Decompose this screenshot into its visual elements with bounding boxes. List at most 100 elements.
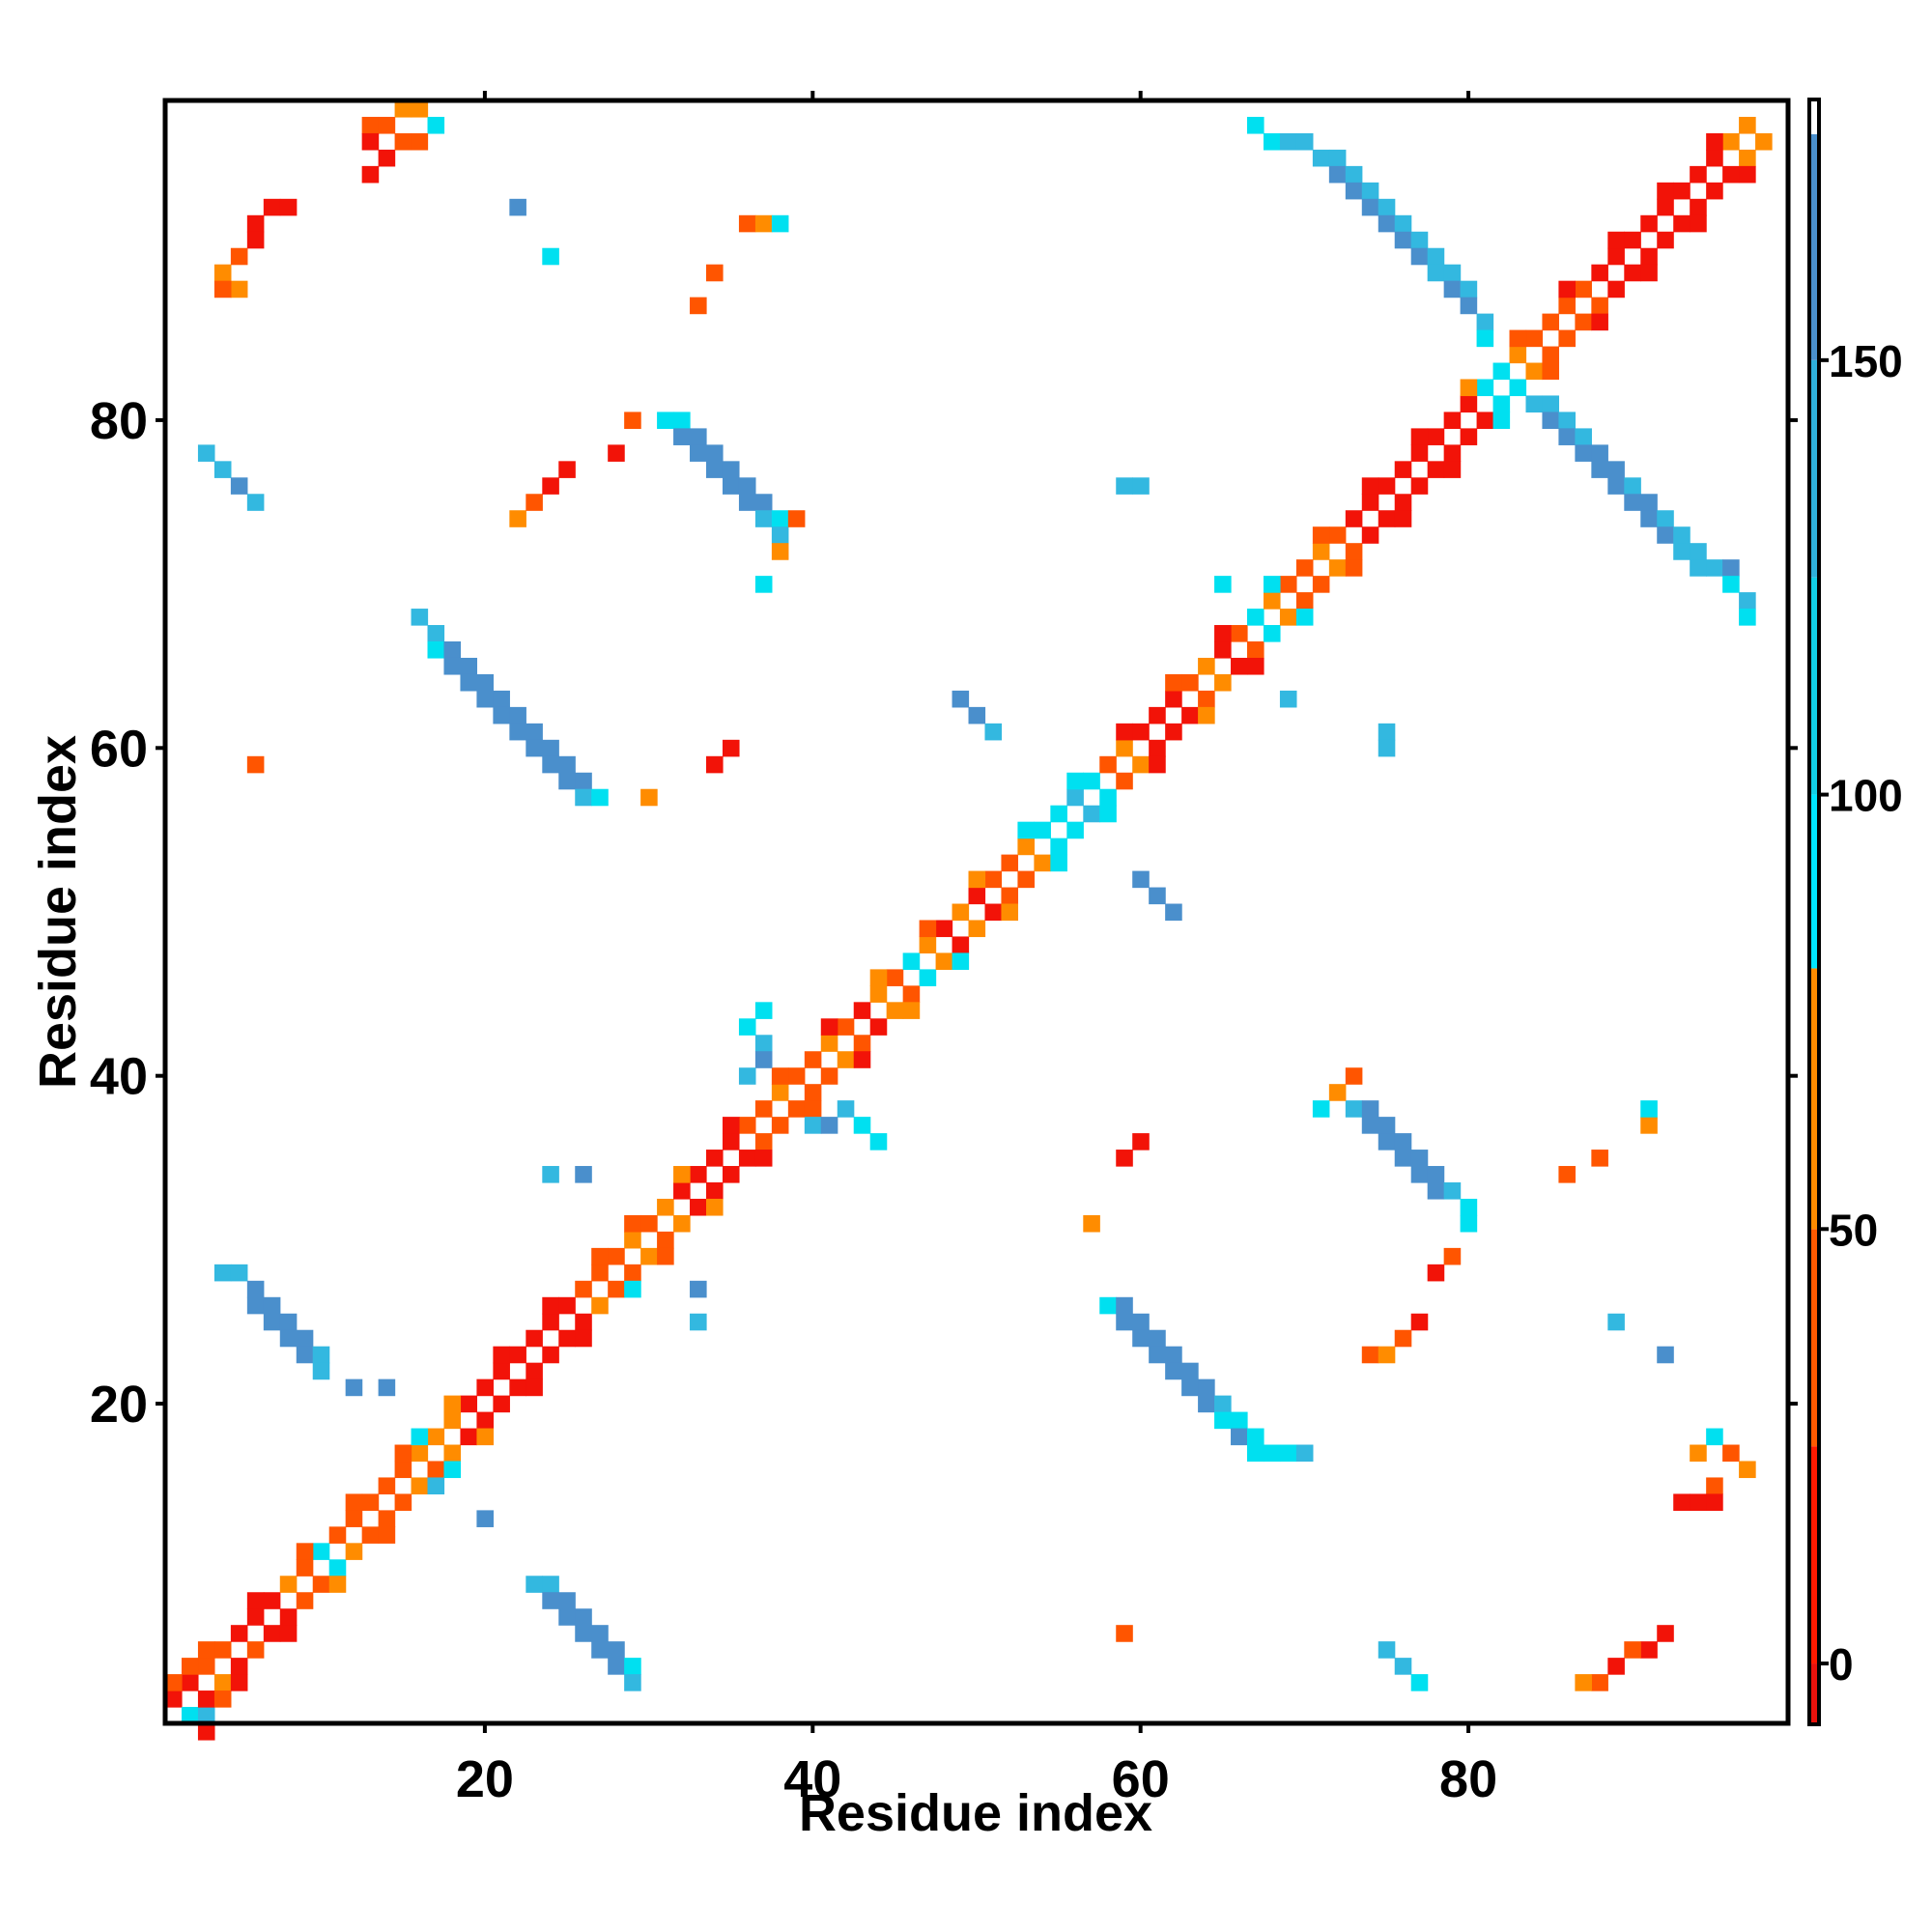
- heatmap-cell: [197, 1707, 215, 1724]
- heatmap-cell: [1149, 887, 1166, 905]
- heatmap-cell: [608, 1641, 625, 1659]
- heatmap-cell: [1394, 1133, 1412, 1151]
- heatmap-cell: [673, 1166, 691, 1183]
- heatmap-cell: [542, 739, 559, 757]
- heatmap-cell: [230, 280, 248, 298]
- heatmap-cell: [1640, 247, 1658, 266]
- heatmap-cell: [312, 1576, 330, 1593]
- heatmap-cell: [952, 690, 970, 708]
- heatmap-cell: [722, 739, 740, 757]
- axes: 20 40 60 80 20 40 60 80: [90, 91, 1798, 1808]
- colorbar-band: [1809, 99, 1819, 360]
- heatmap-cell: [575, 1608, 592, 1626]
- heatmap-cell: [361, 132, 380, 151]
- heatmap-cell: [1247, 641, 1264, 659]
- heatmap-cell: [754, 214, 773, 233]
- heatmap-cell: [1492, 362, 1511, 381]
- heatmap-cell: [526, 1329, 543, 1348]
- heatmap-cell: [1673, 543, 1690, 560]
- heatmap-cell: [754, 1100, 773, 1118]
- heatmap-cell: [1231, 657, 1248, 675]
- heatmap-cell: [608, 1280, 625, 1298]
- heatmap-cell: [787, 1067, 806, 1085]
- colorbar-band: [1809, 1446, 1819, 1664]
- heatmap-cell: [575, 772, 592, 790]
- heatmap-cell: [869, 1133, 888, 1151]
- heatmap-cell: [853, 1051, 871, 1068]
- heatmap-cell: [558, 461, 576, 478]
- heatmap-cell: [542, 1346, 559, 1364]
- heatmap-cell: [1165, 1346, 1182, 1364]
- heatmap-cell: [443, 1444, 462, 1463]
- heatmap-cell: [624, 1280, 641, 1298]
- heatmap-cell: [493, 1346, 510, 1364]
- heatmap-cell: [1099, 755, 1117, 774]
- heatmap-cell: [246, 1296, 265, 1315]
- heatmap-cell: [230, 1625, 248, 1642]
- heatmap-cell: [1525, 395, 1544, 413]
- heatmap-cell: [1427, 1182, 1445, 1200]
- heatmap-cell: [1706, 1428, 1723, 1446]
- heatmap-cell: [1690, 1444, 1707, 1463]
- heatmap-cells: [165, 100, 1773, 1741]
- heatmap-cell: [1099, 1296, 1117, 1315]
- heatmap-cell: [1722, 559, 1740, 577]
- heatmap-cell: [902, 985, 921, 1003]
- heatmap-cell: [1378, 1346, 1396, 1364]
- heatmap-cell: [673, 412, 691, 429]
- heatmap-cell: [952, 936, 970, 954]
- heatmap-cell: [411, 1428, 429, 1446]
- heatmap-cell: [1640, 1641, 1658, 1659]
- heatmap-cell: [197, 1658, 215, 1675]
- heatmap-cell: [1673, 182, 1690, 200]
- heatmap-cell: [1295, 592, 1314, 610]
- heatmap-cell: [1509, 379, 1527, 397]
- heatmap-cell: [1607, 477, 1625, 495]
- heatmap-cell: [361, 1493, 380, 1511]
- heatmap-cell: [1607, 1658, 1625, 1675]
- heatmap-cell: [1378, 1641, 1396, 1659]
- heatmap-cell: [1263, 592, 1281, 610]
- heatmap-cell: [1410, 1313, 1429, 1331]
- heatmap-cell: [1017, 838, 1035, 856]
- heatmap-cell: [1214, 576, 1232, 593]
- heatmap-cell: [1624, 231, 1641, 249]
- heatmap-cell: [1558, 412, 1576, 429]
- heatmap-cell: [1198, 706, 1215, 724]
- heatmap-cell: [1558, 280, 1576, 298]
- heatmap-cell: [771, 510, 789, 527]
- heatmap-cell: [984, 723, 1003, 741]
- heatmap-cell: [608, 1247, 625, 1265]
- heatmap-cell: [1378, 477, 1396, 495]
- heatmap-cell: [1558, 329, 1576, 348]
- heatmap-cell: [968, 920, 986, 938]
- colorbar-band: [1809, 1229, 1819, 1447]
- heatmap-cell: [394, 132, 412, 151]
- heatmap-cell: [1132, 870, 1150, 889]
- heatmap-cell: [690, 1313, 707, 1331]
- heatmap-cell: [1525, 329, 1544, 348]
- heatmap-cell: [1722, 132, 1740, 151]
- heatmap-cell: [1017, 870, 1035, 889]
- heatmap-cell: [1345, 543, 1363, 560]
- heatmap-cell: [1739, 116, 1756, 134]
- heatmap-cell: [1755, 132, 1773, 151]
- heatmap-cell: [1066, 772, 1084, 790]
- heatmap-cell: [1116, 477, 1133, 495]
- heatmap-cell: [738, 1117, 756, 1134]
- heatmap-cell: [509, 510, 526, 527]
- heatmap-cell: [1083, 805, 1100, 823]
- heatmap-cell: [476, 1428, 494, 1446]
- heatmap-cell: [296, 1559, 314, 1577]
- heatmap-cell: [1378, 214, 1396, 233]
- heatmap-cell: [1460, 297, 1478, 315]
- heatmap-cell: [394, 1461, 412, 1479]
- heatmap-cell: [771, 543, 789, 560]
- heatmap-cell: [345, 1378, 363, 1397]
- heatmap-cell: [1591, 313, 1608, 331]
- heatmap-cell: [1214, 625, 1232, 642]
- heatmap-cell: [804, 1051, 822, 1068]
- heatmap-cell: [690, 1166, 707, 1183]
- heatmap-cell: [411, 132, 429, 151]
- heatmap-cell: [1214, 1395, 1232, 1413]
